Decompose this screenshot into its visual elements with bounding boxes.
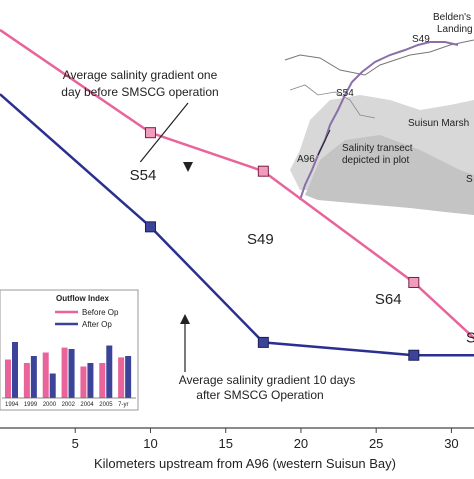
map-label: S54 — [336, 88, 354, 99]
inset-bar — [61, 347, 68, 398]
station-label: S64 — [375, 291, 402, 308]
inset-legend-label: After Op — [82, 320, 112, 329]
map-bay-shade — [305, 135, 474, 215]
x-tick-label: 15 — [218, 436, 232, 451]
outflow-index-inset: Outflow Index Before Op After Op 1994 1999 20… — [0, 289, 139, 411]
inset-bar — [118, 357, 125, 398]
inset-bar — [80, 366, 87, 398]
inset-bar — [49, 373, 56, 398]
annotation-line: Average salinity gradient one — [63, 68, 218, 82]
x-tick-label: 10 — [143, 436, 157, 451]
inset-bar — [42, 352, 49, 398]
salinity-transect-line — [299, 41, 459, 201]
data-point — [144, 127, 156, 139]
annotation-line: day before SMSCG operation — [61, 85, 218, 99]
station-label: S54 — [130, 167, 157, 184]
data-point — [144, 221, 156, 233]
annotation-arrowhead — [180, 314, 190, 324]
x-axis-title: Kilometers upstream from A96 (western Su… — [94, 456, 396, 471]
x-tick-label: 30 — [444, 436, 458, 451]
data-point — [257, 336, 269, 348]
annotations: Average salinity gradient one day before … — [61, 68, 355, 402]
map-label: depicted in plot — [342, 155, 409, 166]
inset-tick-label: 2000 — [43, 402, 57, 408]
annotation-line: after SMSCG Operation — [196, 388, 323, 402]
x-tick-label: 25 — [369, 436, 383, 451]
inset-legend-label: Before Op — [82, 308, 119, 317]
map-label: Belden's — [433, 12, 471, 23]
map-shoreline-north — [284, 39, 474, 76]
inset-title: Outflow Index — [56, 294, 109, 303]
inset-bar — [125, 356, 132, 398]
data-point — [408, 349, 420, 361]
inset-bar — [12, 342, 18, 398]
inset-tick-label: 2005 — [99, 402, 113, 408]
inset-tick-label: 2002 — [62, 402, 76, 408]
inset-bar — [30, 356, 37, 398]
plot-area: 5 10 15 20 25 30 Kilometers upstream from A96 … — [0, 28, 474, 471]
inset-tick-label: 1999 — [24, 402, 38, 408]
map-label: A96 — [297, 154, 315, 165]
x-tick-label: 5 — [72, 436, 79, 451]
annotation-arrow — [139, 102, 189, 163]
inset-bar — [87, 363, 94, 398]
map-label: S — [466, 174, 473, 185]
data-point — [257, 165, 269, 177]
map-label: S49 — [412, 34, 430, 45]
map-label: Salinity transect — [342, 143, 413, 154]
map-slough — [289, 84, 376, 119]
station-label: S49 — [247, 231, 274, 248]
inset-tick-label: 2004 — [80, 402, 94, 408]
inset-bar — [99, 363, 106, 398]
inset-bar — [5, 359, 11, 398]
annotation-arrowhead — [183, 162, 193, 172]
annotation-line: Average salinity gradient 10 days — [179, 373, 356, 387]
inset-tick-label: 7-yr — [118, 402, 128, 408]
map-label: Suisun Marsh — [408, 118, 469, 129]
inset-tick-label: 1994 — [5, 402, 19, 408]
inset-bar — [106, 345, 113, 398]
transect-pointer — [317, 129, 331, 156]
x-tick-label: 20 — [294, 436, 308, 451]
station-label: S — [466, 329, 474, 346]
inset-bar — [68, 349, 75, 398]
data-point — [408, 276, 420, 288]
map-label: Landing — [437, 24, 473, 35]
inset-bar — [23, 363, 30, 398]
